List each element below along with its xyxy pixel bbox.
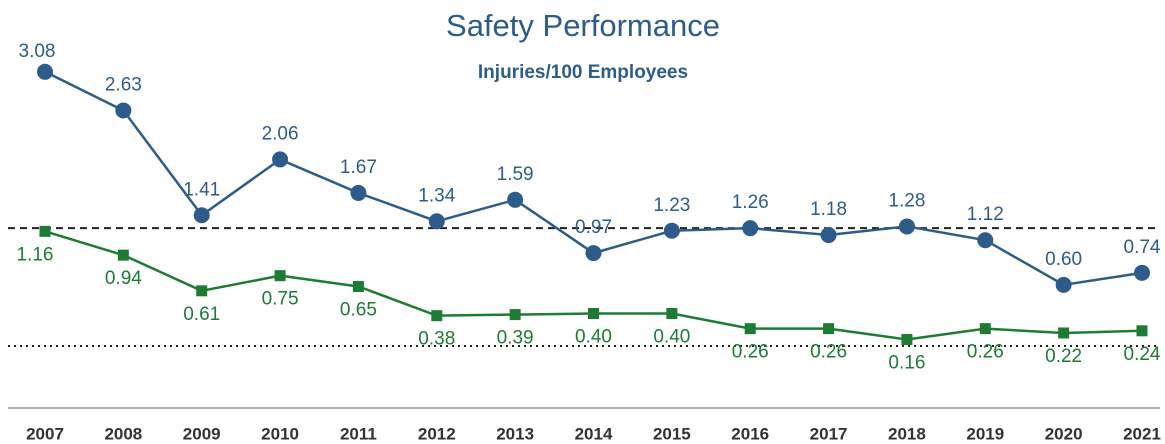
point [274, 270, 286, 282]
data-label: 1.16 [17, 244, 54, 265]
data-label: 0.40 [575, 327, 612, 348]
data-label: 0.61 [183, 304, 220, 325]
point [431, 310, 443, 322]
point [820, 227, 837, 244]
data-label: 2.63 [105, 74, 142, 95]
data-label: 0.22 [1045, 346, 1082, 367]
data-label: 0.40 [653, 327, 690, 348]
data-label: 0.24 [1124, 344, 1161, 365]
data-label: 0.26 [732, 342, 769, 363]
chart-title: Safety Performance [446, 8, 720, 43]
x-tick-label: 2008 [104, 424, 142, 443]
x-tick-label: 2009 [183, 424, 221, 443]
point [428, 213, 445, 230]
chart-subtitle: Injuries/100 Employees [478, 62, 688, 83]
data-label: 0.38 [418, 329, 455, 350]
x-tick-label: 2016 [731, 424, 769, 443]
data-label: 0.39 [497, 328, 534, 349]
data-label: 1.41 [183, 179, 220, 200]
point [901, 333, 913, 345]
point [196, 285, 208, 297]
data-label: 0.60 [1045, 249, 1082, 270]
data-label: 2.06 [262, 123, 299, 144]
data-label: 0.97 [575, 217, 612, 238]
point [823, 323, 835, 335]
x-tick-label: 2020 [1045, 424, 1083, 443]
data-label: 1.67 [340, 157, 377, 178]
data-label: 1.23 [653, 195, 690, 216]
point [350, 184, 367, 201]
x-tick-label: 2010 [261, 424, 299, 443]
point [1058, 327, 1070, 339]
point [115, 102, 132, 119]
point [977, 232, 994, 249]
point [352, 280, 364, 292]
point [37, 63, 53, 80]
point [272, 151, 289, 168]
data-label: 1.12 [967, 204, 1004, 225]
data-label: 1.26 [732, 192, 769, 213]
point [117, 249, 129, 261]
x-tick-label: 2018 [888, 424, 926, 443]
data-label: 1.59 [497, 164, 534, 185]
x-tick-label: 2011 [340, 424, 377, 443]
data-label: 3.08 [19, 41, 56, 62]
x-tick-label: 2019 [966, 424, 1004, 443]
point [1134, 264, 1150, 281]
data-label: 0.94 [105, 268, 142, 289]
x-tick-label: 2007 [26, 424, 64, 443]
data-label: 0.26 [810, 342, 847, 363]
point [509, 309, 521, 321]
x-tick-label: 2012 [418, 424, 456, 443]
point [585, 245, 602, 262]
point [588, 308, 599, 320]
x-tick-label: 2021 [1123, 424, 1161, 443]
point [744, 323, 756, 335]
point [1136, 325, 1148, 337]
data-label: 0.26 [967, 342, 1004, 363]
data-label: 0.16 [888, 352, 925, 373]
point [742, 220, 759, 237]
data-label: 1.28 [888, 190, 925, 211]
point [193, 207, 210, 224]
point [898, 218, 915, 235]
x-tick-label: 2014 [575, 424, 613, 443]
data-label: 1.34 [418, 185, 455, 206]
data-label: 0.74 [1124, 237, 1161, 258]
point [666, 308, 678, 320]
data-label: 0.65 [340, 300, 377, 321]
x-tick-label: 2017 [810, 424, 848, 443]
data-label: 0.75 [262, 289, 299, 310]
data-label: 1.18 [810, 199, 847, 220]
x-tick-label: 2015 [653, 424, 691, 443]
point [663, 222, 680, 239]
point [39, 225, 51, 237]
x-tick-label: 2013 [496, 424, 534, 443]
point [1055, 276, 1072, 293]
point [979, 323, 991, 335]
point [507, 191, 524, 208]
